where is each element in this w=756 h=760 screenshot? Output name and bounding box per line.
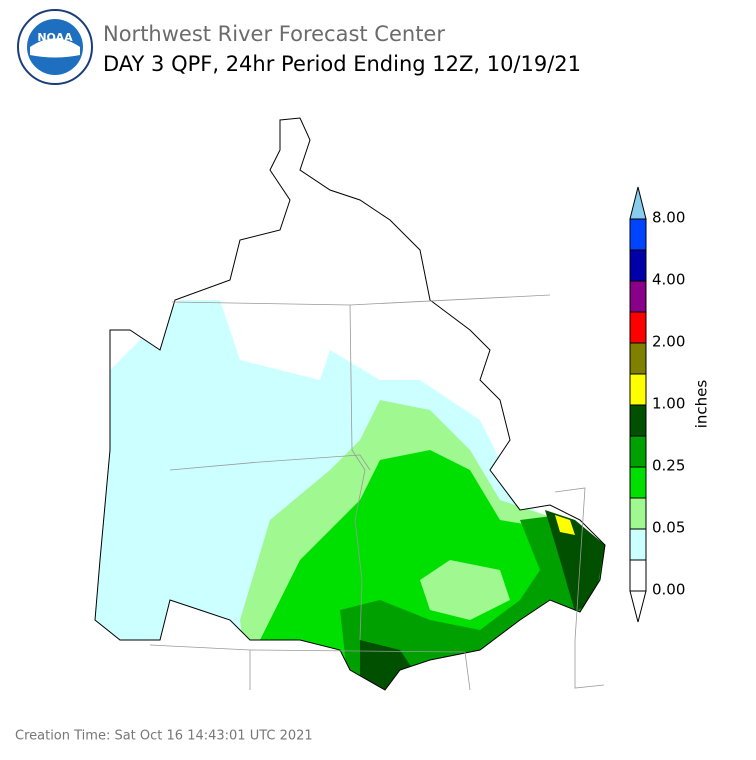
colorbar-segment	[629, 280, 647, 313]
colorbar-segment	[629, 435, 647, 468]
colorbar-segment	[629, 373, 647, 406]
creation-time: Creation Time: Sat Oct 16 14:43:01 UTC 2…	[15, 729, 313, 744]
colorbar-label: 1.00	[652, 395, 685, 413]
colorbar-label: 0.00	[652, 581, 685, 599]
colorbar-segment	[629, 249, 647, 282]
colorbar-label: 4.00	[652, 271, 685, 289]
legend-unit: inches	[693, 380, 711, 429]
colorbar-segment	[629, 218, 647, 251]
logo-text: NOAA	[37, 31, 73, 44]
colorbar-label: 0.05	[652, 519, 685, 537]
colorbar-segment	[629, 559, 647, 592]
colorbar-segment	[629, 528, 647, 561]
colorbar-segment	[629, 404, 647, 437]
colorbar-segment	[629, 497, 647, 530]
colorbar-label: 0.25	[652, 457, 685, 475]
colorbar	[629, 186, 647, 623]
colorbar-label: 8.00	[652, 209, 685, 227]
colorbar-segment	[629, 342, 647, 375]
colorbar-label: 2.00	[652, 333, 685, 351]
title: Northwest River Forecast Center	[103, 22, 445, 46]
colorbar-segment	[629, 311, 647, 344]
subtitle: DAY 3 QPF, 24hr Period Ending 12Z, 10/19…	[103, 52, 581, 76]
colorbar-segment	[629, 466, 647, 499]
noaa-logo: NOAA	[17, 9, 93, 85]
